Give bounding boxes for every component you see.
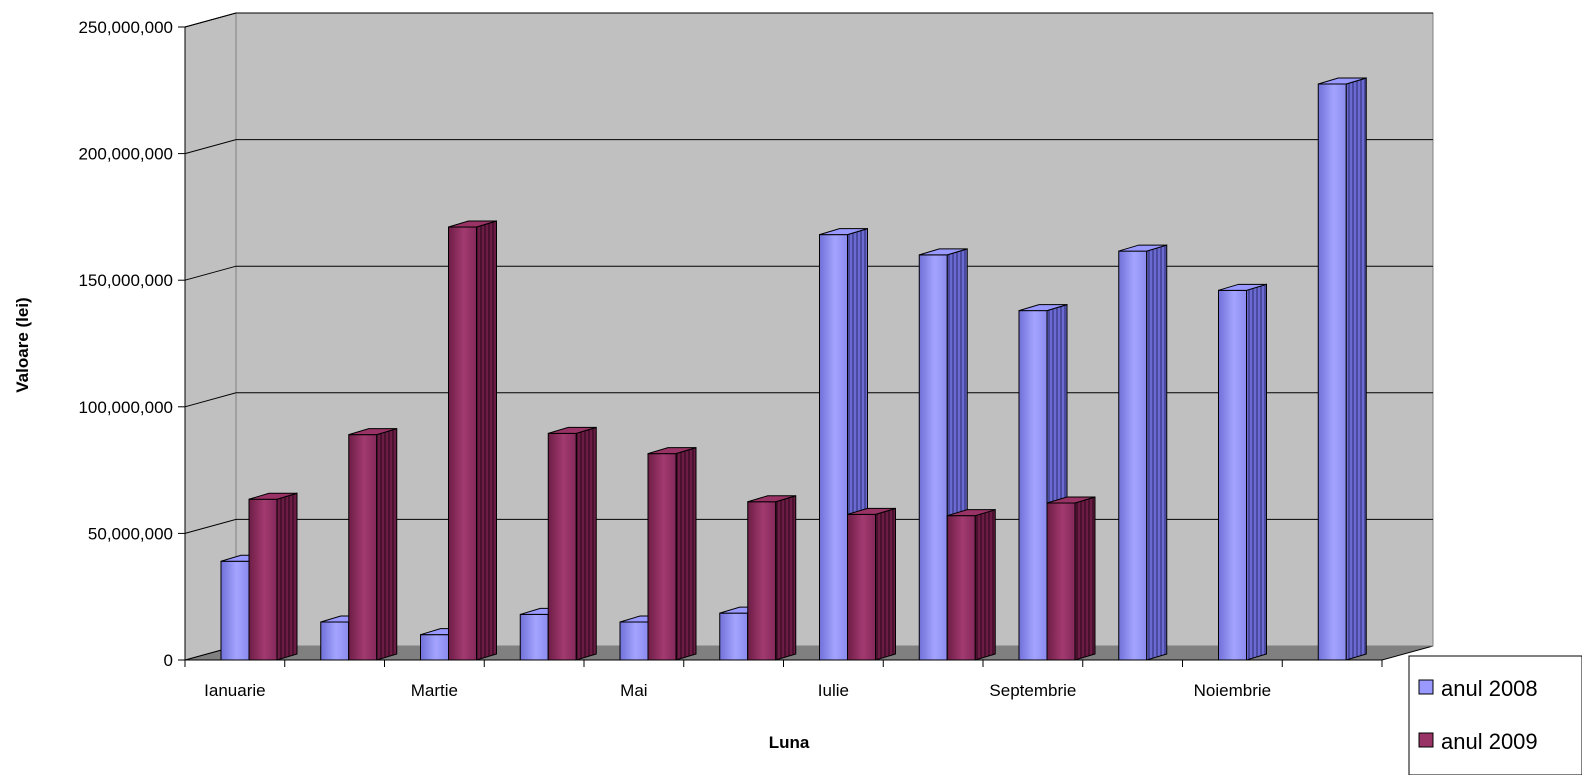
bar-front [918,254,948,661]
bar-top [1118,244,1167,252]
bar-front [519,613,549,661]
bar-anul-2009-august [946,509,996,661]
bar-side [575,426,597,661]
bars [220,77,1367,661]
bar-side [276,492,298,661]
bar-anul-2009-martie [448,220,497,661]
bar-anul-2009-septembrie [1046,496,1096,661]
y-tick-label: 150,000,000 [78,271,173,290]
bar-top [1218,283,1267,291]
bar-front [248,498,278,661]
bar-anul-2008-decembrie [1317,77,1367,661]
bar-front [547,432,577,661]
bar-anul-2008-noiembrie [1218,283,1267,661]
bar-side [675,446,697,661]
bar-front [1018,310,1048,661]
bar-top [248,492,298,500]
axes [178,26,1383,667]
bar-front [448,226,477,661]
legend-label-anul-2009: anul 2009 [1441,729,1538,754]
y-tick-label: 50,000,000 [88,524,173,543]
bar-side [1146,244,1168,661]
bar-front [1118,250,1148,661]
bar-top [1018,304,1068,312]
bar-top [647,447,697,455]
bar-top [348,428,397,436]
x-axis-title: Luna [769,733,810,752]
bar-front [847,513,876,661]
legend-swatch-anul-2009 [1418,732,1434,748]
y-tick-label: 200,000,000 [78,145,173,164]
bar-front [320,621,350,661]
gridline [184,139,1433,155]
bar-side [875,507,896,661]
bar-front [747,501,777,661]
legend: anul 2008 anul 2009 [1408,655,1582,775]
bar-front [348,434,378,661]
x-tick-label-noiembrie: Noiembrie [1194,681,1271,700]
bar-top [1318,77,1367,85]
bar-anul-2009-mai [647,446,697,661]
bar-front [220,560,250,661]
x-tick-label-ianuarie: Ianuarie [204,681,265,700]
legend-item-anul-2008: anul 2008 [1418,676,1538,701]
x-tick-label-martie: Martie [411,681,458,700]
y-tick-label: 250,000,000 [78,18,173,37]
bar-anul-2009-iunie [747,495,797,661]
bar-top [548,426,597,434]
bar-front [1046,502,1076,661]
bar-anul-2009-aprilie [547,426,597,661]
bar-front [819,234,848,661]
bar-front [719,612,749,661]
x-tick-labels: Ianuarie Martie Mai Iulie Septembrie Noiembri… [204,681,1271,700]
bar-front [946,515,976,661]
bar-side [1345,77,1367,661]
legend-label-anul-2008: anul 2008 [1441,676,1538,701]
bar-side [1074,496,1096,661]
gridlines [184,12,1433,534]
y-tick-label: 0 [164,651,173,670]
bar-top [448,220,497,228]
bar-top [1046,496,1096,504]
bar-side [974,509,996,661]
bar-top [847,507,896,515]
legend-swatch-anul-2008 [1418,679,1434,695]
bar-side [775,495,797,661]
y-axis-title: Valoare (lei) [13,297,32,392]
bar-anul-2008-octombrie [1118,244,1168,661]
bar-side [376,427,398,661]
y-tick-label: 100,000,000 [78,398,173,417]
bar-side [1246,283,1267,661]
bar-front [619,621,649,661]
bar-front [1317,83,1347,661]
x-tick-label-septembrie: Septembrie [989,681,1076,700]
legend-item-anul-2009: anul 2009 [1418,729,1538,754]
bar-front [420,634,449,661]
bar-anul-2009-iulie [847,507,896,661]
gridline [184,12,1433,28]
bar-top [819,228,868,236]
bar-top [947,509,996,517]
bar-side [476,220,497,661]
bar-top [919,248,968,256]
gridline [184,265,1433,281]
bar-anul-2009-februarie [348,427,398,661]
bar-top [747,495,796,503]
bar-front [1218,289,1247,661]
x-tick-label-mai: Mai [620,681,647,700]
bar-front [647,453,677,661]
bar-anul-2009-ianuarie [248,492,298,661]
y-tick-labels: 0 50,000,000 100,000,000 150,000,000 200,000… [78,18,173,670]
x-tick-label-iulie: Iulie [818,681,849,700]
legend-box [1408,655,1582,775]
